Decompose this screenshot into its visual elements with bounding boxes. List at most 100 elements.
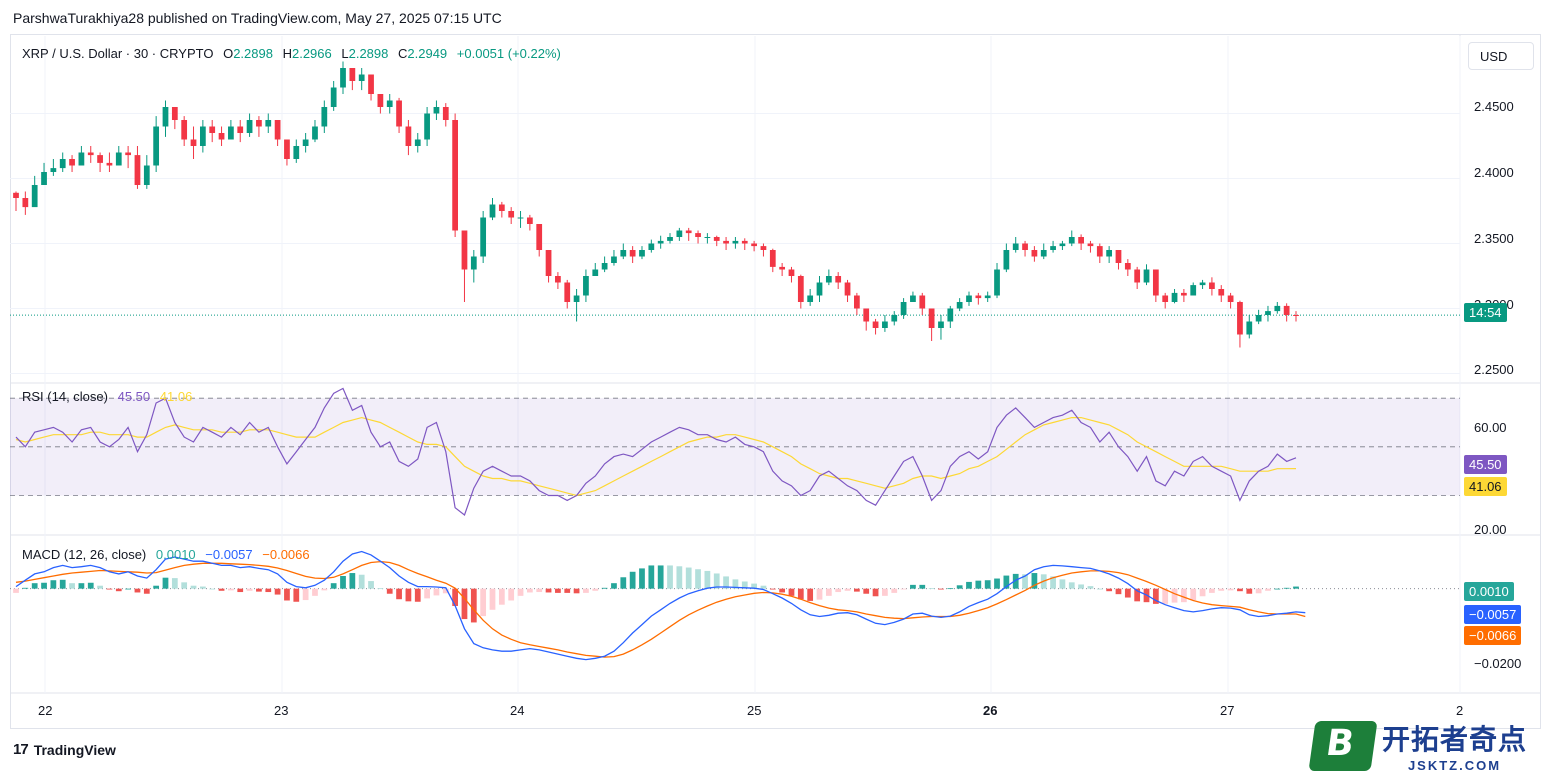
macd-histogram-bar xyxy=(274,588,281,595)
macd-histogram-bar xyxy=(1255,588,1262,594)
macd-name[interactable]: MACD (12, 26, close) xyxy=(22,547,147,562)
time-tick: 25 xyxy=(747,703,762,718)
chart-frame xyxy=(10,34,1541,729)
tradingview-icon: 17 xyxy=(13,741,29,758)
macd-histogram-bar xyxy=(302,588,309,601)
macd-histogram-bar xyxy=(583,588,589,593)
close-label: C2.2949 xyxy=(398,46,448,61)
macd-histogram-bar xyxy=(1171,588,1178,603)
tradingview-logo[interactable]: 17 TradingView xyxy=(13,741,116,758)
macd-histogram-bar xyxy=(87,582,94,589)
candle-body xyxy=(489,204,496,218)
candle-body xyxy=(975,295,982,299)
time-tick: 26 xyxy=(983,703,998,718)
macd-histogram-bar xyxy=(424,588,430,599)
macd-histogram-bar xyxy=(1096,588,1103,590)
candle-body xyxy=(190,139,197,146)
macd-histogram-bar xyxy=(1087,586,1094,589)
candle-body xyxy=(153,126,160,166)
candle-body xyxy=(1031,250,1038,257)
candle-body xyxy=(667,237,673,241)
macd-histogram-bar xyxy=(1237,588,1243,592)
candle-body xyxy=(284,139,290,159)
low-label: L2.2898 xyxy=(341,46,389,61)
currency-button[interactable]: USD xyxy=(1468,42,1534,70)
macd-histogram-bar xyxy=(78,583,85,589)
candle-body xyxy=(751,243,757,247)
macd-histogram-bar xyxy=(723,576,729,589)
macd-histogram-bar xyxy=(891,588,898,593)
candle-body xyxy=(106,162,113,166)
rsi-name[interactable]: RSI (14, close) xyxy=(22,389,108,404)
macd-histogram-bar xyxy=(1209,588,1215,593)
macd-histogram-bar xyxy=(293,588,300,602)
candle-body xyxy=(994,269,1000,296)
candle-body xyxy=(171,107,178,120)
price-legend: XRP / U.S. Dollar · 30 · CRYPTO O2.2898 … xyxy=(22,46,567,61)
candle-body xyxy=(78,152,85,166)
candle-body xyxy=(1255,315,1262,322)
candle-body xyxy=(143,165,150,185)
price-tick: 2.4500 xyxy=(1474,99,1514,114)
candle-body xyxy=(573,295,580,302)
time-tick: 2 xyxy=(1456,703,1464,718)
macd-histogram-bar xyxy=(1115,588,1122,595)
macd-histogram-bar xyxy=(760,585,767,589)
candle-body xyxy=(704,237,711,238)
candle-body xyxy=(545,250,552,276)
candle-body xyxy=(498,204,505,211)
macd-histogram-bar xyxy=(695,569,701,589)
macd-histogram-bar xyxy=(377,588,384,590)
candle-body xyxy=(368,74,374,94)
candle-body xyxy=(919,295,926,309)
macd-histogram-bar xyxy=(97,585,103,589)
watermark-brand: 开拓者奇点 xyxy=(1382,724,1528,755)
macd-histogram-bar xyxy=(975,580,982,589)
macd-histogram-bar xyxy=(564,588,571,593)
candle-body xyxy=(900,302,907,315)
macd-histogram-bar xyxy=(414,588,421,602)
macd-histogram-bar xyxy=(1059,579,1066,589)
macd-histogram-bar xyxy=(573,588,580,594)
candle-body xyxy=(910,295,916,302)
candle-body xyxy=(59,159,66,169)
macd-histogram-bar xyxy=(171,578,178,589)
macd-histogram-bar xyxy=(69,583,75,589)
candle-body xyxy=(872,321,879,328)
candle-body xyxy=(956,302,963,309)
macd-histogram-bar xyxy=(265,588,272,593)
candle-body xyxy=(358,74,365,81)
watermark-badge-icon: B xyxy=(1308,720,1378,771)
macd-histogram-bar xyxy=(966,581,972,589)
macd-histogram-bar xyxy=(470,588,477,623)
macd-histogram-bar xyxy=(218,588,225,591)
candle-body xyxy=(713,237,720,241)
time-tick: 22 xyxy=(38,703,53,718)
candle-body xyxy=(1218,289,1225,296)
macd-histogram-bar xyxy=(1293,586,1299,589)
candle-body xyxy=(695,233,701,237)
candle-body xyxy=(854,295,860,309)
macd-histogram-bar xyxy=(816,588,823,600)
publisher-line: ParshwaTurakhiya28 published on TradingV… xyxy=(13,10,502,26)
macd-histogram-bar xyxy=(405,588,412,602)
candle-body xyxy=(1087,243,1094,247)
candle-body xyxy=(181,120,188,140)
candle-body xyxy=(583,276,589,296)
symbol-label[interactable]: XRP / U.S. Dollar · 30 · CRYPTO xyxy=(22,46,214,61)
macd-histogram-bar xyxy=(330,583,337,589)
candle-body xyxy=(1181,292,1187,296)
macd-histogram-bar xyxy=(1031,573,1038,589)
macd-signal-value: −0.0066 xyxy=(262,547,310,562)
candle-body xyxy=(844,282,851,296)
macd-histogram-bar xyxy=(433,588,440,596)
macd-line xyxy=(15,550,1306,661)
candle-body xyxy=(1012,243,1019,250)
candle-body xyxy=(237,126,244,133)
macd-histogram-bar xyxy=(601,587,608,589)
macd-histogram-bar xyxy=(386,588,393,594)
candle-body xyxy=(825,276,832,283)
candle-body xyxy=(984,295,991,299)
candle-body xyxy=(461,230,468,270)
macd-histogram-bar xyxy=(13,588,19,593)
